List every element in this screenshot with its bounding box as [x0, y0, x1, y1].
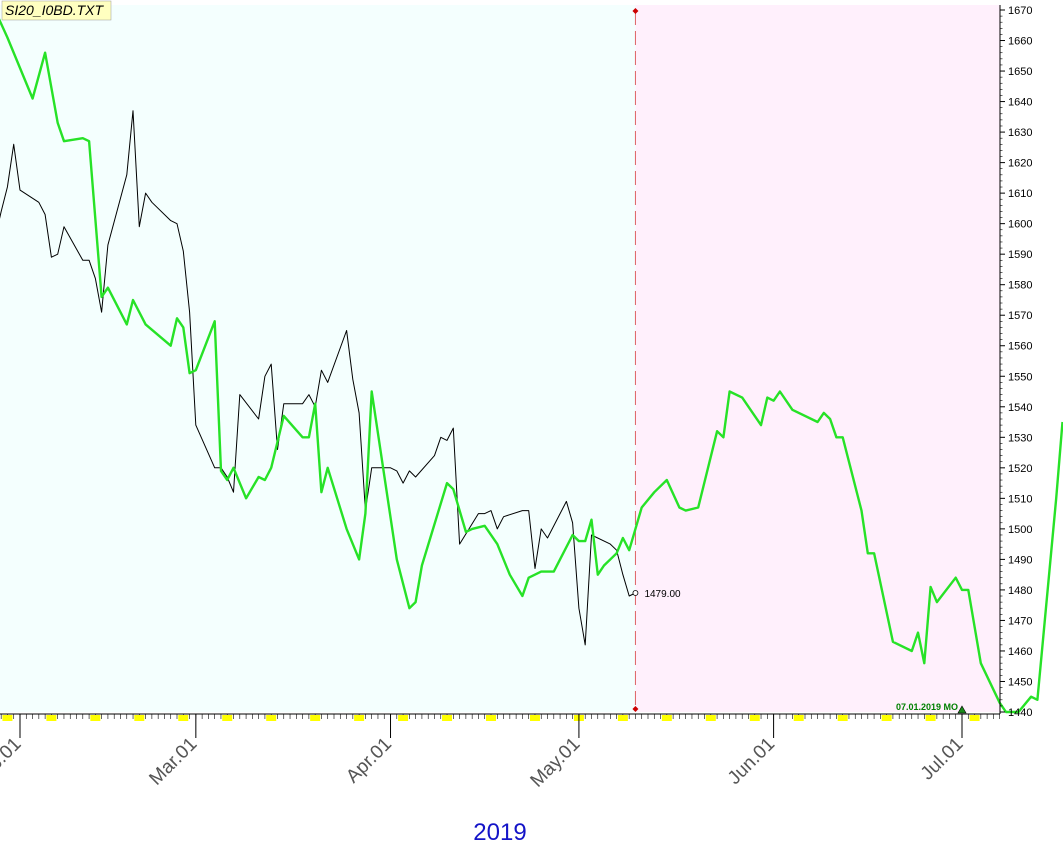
y-tick-label: 1600	[1008, 219, 1032, 231]
y-tick-label: 1510	[1008, 493, 1032, 505]
last-value-label: 1479.00	[644, 589, 681, 600]
x-week-marker	[837, 715, 848, 721]
x-week-marker	[134, 715, 145, 721]
y-tick-label: 1590	[1008, 249, 1032, 261]
x-week-marker	[705, 715, 716, 721]
x-tick-label: Jul.01	[917, 734, 968, 785]
divider-bottom-marker	[632, 706, 639, 712]
x-week-marker	[90, 715, 101, 721]
y-tick-label: 1630	[1008, 127, 1032, 139]
x-tick-label: Jun.01	[724, 734, 779, 789]
annotations: 1479.00 07.01.2019 MO	[632, 589, 967, 714]
y-tick-label: 1620	[1008, 158, 1032, 170]
y-tick-label: 1500	[1008, 524, 1032, 536]
divider-top-marker	[632, 8, 639, 14]
x-week-marker	[925, 715, 936, 721]
y-tick-label: 1540	[1008, 402, 1032, 414]
x-week-marker	[881, 715, 892, 721]
y-tick-label: 1640	[1008, 97, 1032, 109]
x-week-marker	[661, 715, 672, 721]
series-layer	[0, 18, 1063, 714]
x-week-marker	[354, 715, 365, 721]
y-tick-label: 1610	[1008, 188, 1032, 200]
x-week-marker	[46, 715, 57, 721]
y-tick-label: 1560	[1008, 341, 1032, 353]
y-tick-label: 1650	[1008, 66, 1032, 78]
history-background	[0, 5, 636, 712]
y-tick-label: 1670	[1008, 5, 1032, 17]
forecast-series-line	[0, 18, 1063, 714]
x-week-marker	[749, 715, 760, 721]
x-week-marker	[2, 715, 13, 721]
x-week-marker	[310, 715, 321, 721]
x-week-marker	[793, 715, 804, 721]
x-tick-label: May.01	[527, 734, 585, 792]
y-tick-label: 1530	[1008, 432, 1032, 444]
y-tick-label: 1580	[1008, 280, 1032, 292]
x-week-marker	[486, 715, 496, 721]
last-value-marker	[632, 590, 639, 596]
y-tick-label: 1440	[1008, 707, 1032, 719]
x-tick-label: Apr.01	[342, 734, 396, 788]
y-tick-label: 1480	[1008, 585, 1032, 597]
y-tick-label: 1550	[1008, 371, 1032, 383]
y-tick-label: 1660	[1008, 36, 1032, 48]
x-week-marker	[178, 715, 189, 721]
x-axis: Feb.01 Mar.01 Apr.01 May.01 Jun.01 Jul.01	[0, 713, 1000, 792]
year-label: 2019	[473, 819, 526, 846]
x-week-marker	[529, 715, 540, 721]
x-week-marker	[617, 715, 628, 721]
date-annotation: 07.01.2019 MO	[896, 702, 958, 712]
x-week-marker	[266, 715, 277, 721]
y-axis: 1440 1450 1460 1470 1480 1490 1500 1510 1520 1530…	[999, 5, 1032, 719]
y-tick-label: 1520	[1008, 463, 1032, 475]
x-week-marker	[398, 715, 409, 721]
date-annotation-marker	[957, 705, 967, 714]
forecast-background	[635, 5, 1000, 712]
y-tick-label: 1470	[1008, 615, 1032, 627]
y-tick-label: 1460	[1008, 646, 1032, 658]
chart-title-tag: SI20_I0BD.TXT	[1, 0, 112, 21]
y-tick-label: 1570	[1008, 310, 1032, 322]
y-tick-label: 1490	[1008, 554, 1032, 566]
y-tick-label: 1450	[1008, 676, 1032, 688]
chart-title: SI20_I0BD.TXT	[5, 2, 104, 18]
x-tick-label: Mar.01	[145, 734, 201, 790]
x-week-marker	[222, 715, 233, 721]
x-week-marker	[969, 715, 980, 721]
x-week-marker	[442, 715, 453, 721]
x-tick-label: Feb.01	[0, 734, 26, 791]
